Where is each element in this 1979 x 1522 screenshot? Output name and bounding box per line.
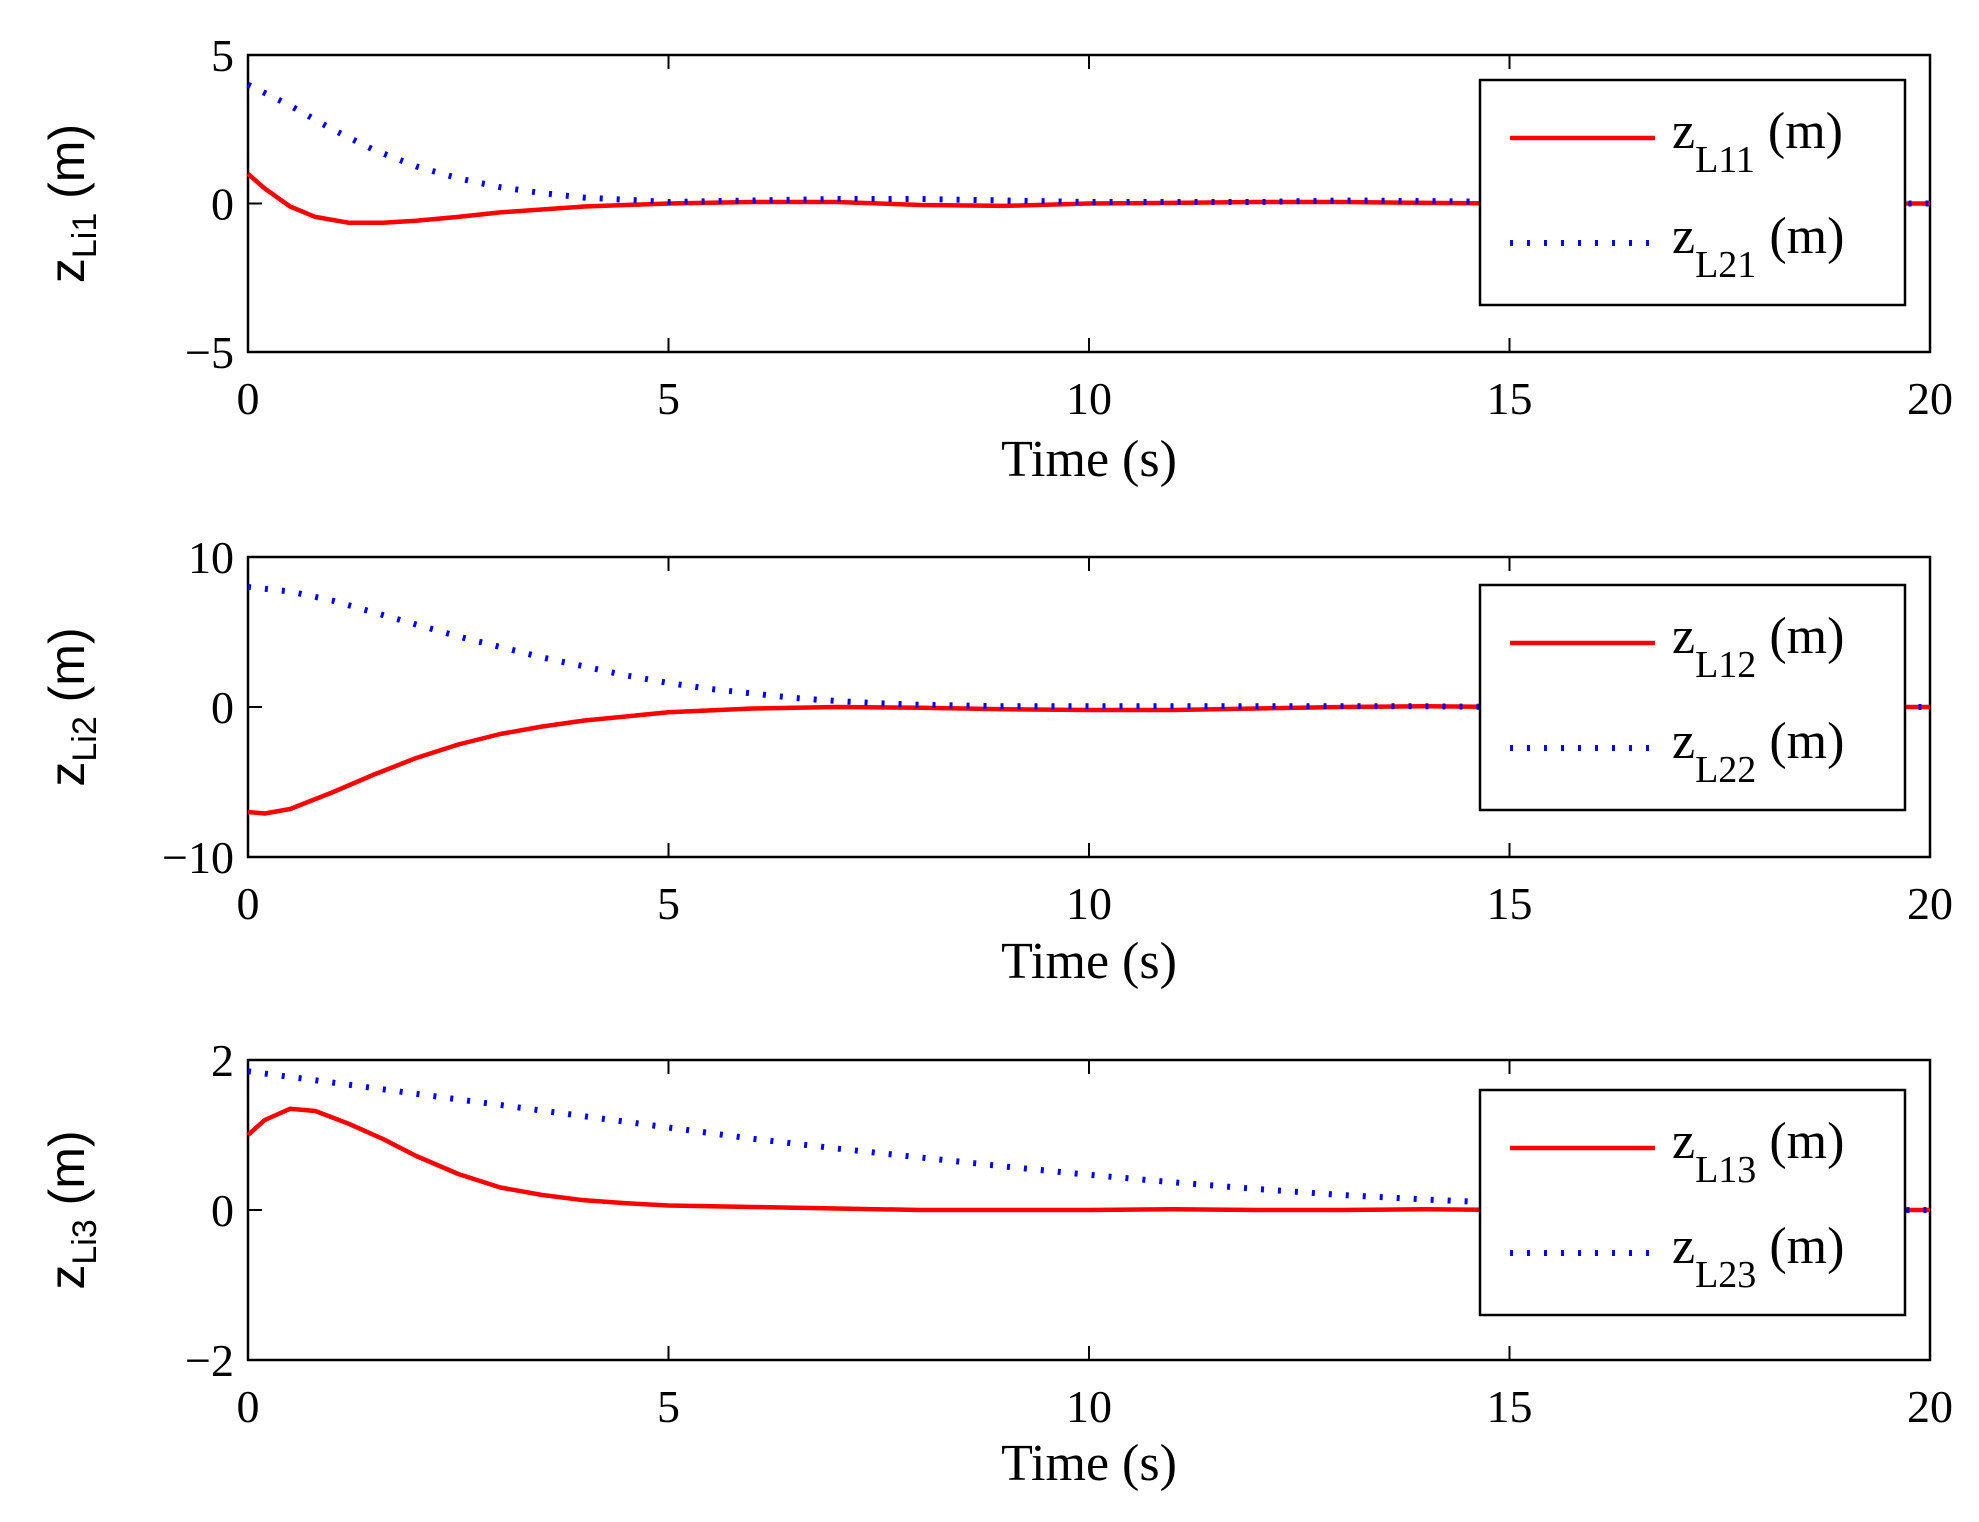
legend-label-main: z xyxy=(1672,208,1695,265)
x-axis-label: Time (s) xyxy=(1001,933,1177,990)
legend-label-unit: (m) xyxy=(1756,1218,1844,1275)
x-tick-label: 5 xyxy=(657,373,680,424)
x-tick-label: 20 xyxy=(1907,878,1953,929)
x-tick-label: 20 xyxy=(1907,1381,1953,1432)
legend-box xyxy=(1478,583,1907,812)
y-tick-label: 0 xyxy=(211,1185,234,1236)
y-tick-label: −5 xyxy=(185,327,234,378)
y-tick-label: −10 xyxy=(162,832,234,883)
y-axis-label-sub: Li1 xyxy=(66,213,104,258)
x-tick-label: 15 xyxy=(1487,878,1533,929)
x-tick-label: 15 xyxy=(1487,1381,1533,1432)
x-tick-label: 5 xyxy=(657,878,680,929)
x-tick-label: 0 xyxy=(237,373,260,424)
y-axis-label-unit: (m) xyxy=(39,627,95,716)
y-axis-label-main: z xyxy=(39,1265,95,1290)
legend-label-sub: L13 xyxy=(1695,1149,1756,1191)
y-axis-label-main: z xyxy=(39,762,95,787)
x-tick-label: 10 xyxy=(1066,1381,1112,1432)
x-tick-label: 5 xyxy=(657,1381,680,1432)
legend-label-main: z xyxy=(1672,608,1695,665)
legend-label-L12: zL12 (m) xyxy=(1672,608,1844,686)
legend-label-unit: (m) xyxy=(1756,713,1844,770)
legend-box xyxy=(1478,1088,1907,1317)
y-axis-label-unit: (m) xyxy=(39,124,95,213)
legend-label-sub: L23 xyxy=(1695,1254,1756,1296)
legend-label-unit: (m) xyxy=(1756,208,1844,265)
legend-label-sub: L12 xyxy=(1695,644,1756,686)
x-tick-label: 20 xyxy=(1907,373,1953,424)
legend-label-unit: (m) xyxy=(1756,1113,1844,1170)
y-tick-label: 10 xyxy=(188,532,234,583)
series-line-L21 xyxy=(246,82,1930,207)
x-tick-label: 0 xyxy=(237,1381,260,1432)
legend-label-L21: zL21 (m) xyxy=(1672,208,1844,286)
legend-label-L13: zL13 (m) xyxy=(1672,1113,1844,1191)
y-tick-label: −2 xyxy=(185,1335,234,1386)
legend-label-unit: (m) xyxy=(1755,103,1843,160)
legend-label-main: z xyxy=(1672,1113,1695,1170)
y-axis-label-sub: Li2 xyxy=(66,716,104,761)
legend-box xyxy=(1478,78,1907,307)
legend-label-sub: L21 xyxy=(1695,244,1756,286)
x-tick-label: 10 xyxy=(1066,878,1112,929)
legend-label-sub: L22 xyxy=(1695,749,1756,791)
legend-label-L22: zL22 (m) xyxy=(1672,713,1844,791)
legend-label-L11: zL11 (m) xyxy=(1672,103,1843,181)
legend-label-L23: zL23 (m) xyxy=(1672,1218,1844,1296)
legend-label-main: z xyxy=(1672,103,1695,160)
y-tick-label: 2 xyxy=(211,1035,234,1086)
x-tick-label: 0 xyxy=(237,878,260,929)
legend-2: zL12 (m)zL22 (m) xyxy=(1478,583,1907,812)
legend-3: zL13 (m)zL23 (m) xyxy=(1478,1088,1907,1317)
y-tick-label: 0 xyxy=(211,179,234,230)
y-axis-label-main: z xyxy=(39,258,95,283)
x-tick-label: 10 xyxy=(1066,373,1112,424)
y-tick-label: 0 xyxy=(211,682,234,733)
y-axis-label: zLi1 (m) xyxy=(39,124,104,283)
y-axis-label-sub: Li3 xyxy=(66,1219,104,1264)
x-axis-label: Time (s) xyxy=(1001,431,1177,488)
y-axis-label-unit: (m) xyxy=(39,1130,95,1219)
legend-label-main: z xyxy=(1672,713,1695,770)
legend-label-unit: (m) xyxy=(1756,608,1844,665)
x-tick-label: 15 xyxy=(1487,373,1533,424)
x-axis-label: Time (s) xyxy=(1001,1435,1177,1492)
legend-1: zL11 (m)zL21 (m) xyxy=(1478,78,1907,307)
legend-label-main: z xyxy=(1672,1218,1695,1275)
y-tick-label: 5 xyxy=(211,30,234,81)
legend-label-sub: L11 xyxy=(1695,139,1755,181)
y-axis-label: zLi2 (m) xyxy=(39,627,104,786)
y-axis-label: zLi3 (m) xyxy=(39,1130,104,1289)
